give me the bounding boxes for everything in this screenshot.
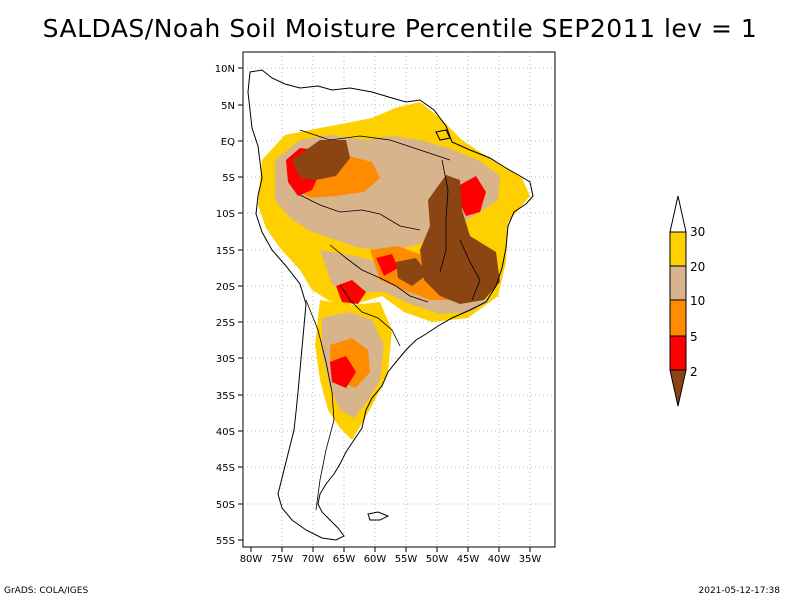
lat-label: 25S [216,318,235,329]
region-brown-1 [292,140,350,180]
region-red-2 [458,176,486,216]
lat-label: 10S [216,209,235,220]
region-red-5 [376,254,398,276]
lon-label: 55W [395,554,418,565]
lat-label: 15S [216,246,235,257]
lon-label: 70W [302,554,325,565]
lon-label: 45W [457,554,480,565]
lat-label: EQ [221,137,235,148]
lat-label: 35S [216,391,235,402]
colorbar-bin-5-10 [669,299,687,337]
lat-label: 40S [216,427,235,438]
colorbar-top-triangle [669,195,687,233]
map-title: SALDAS/Noah Soil Moisture Percentile SEP… [42,14,758,43]
colorbar-bin-20-30 [669,231,687,267]
colorbar-bin-2-5 [669,335,687,371]
colorbar-label: 10 [690,294,705,308]
lat-label: 45S [216,463,235,474]
lon-label: 35W [519,554,542,565]
lon-label: 40W [488,554,511,565]
lon-label: 50W [426,554,449,565]
lon-label: 60W [364,554,387,565]
soil-moisture-field [258,102,530,440]
footer-timestamp: 2021-05-12-17:38 [698,586,781,596]
tick-marks [238,67,531,552]
lon-label: 65W [333,554,356,565]
region-brown-3 [396,258,428,286]
footer-credit: GrADS: COLA/IGES [4,586,89,596]
region-red-4 [330,356,356,388]
lat-label: 30S [216,354,235,365]
lon-label: 80W [240,554,263,565]
falkland-islands [367,511,390,521]
lat-label: 5N [221,101,235,112]
colorbar-label: 20 [690,260,705,274]
region-red-3 [336,280,366,304]
colorbar [669,195,687,407]
colorbar-label: 30 [690,225,705,239]
marajo-island [435,129,451,141]
lat-label: 20S [216,282,235,293]
colorbar-bin-10-20 [669,265,687,301]
colorbar-label: 2 [690,365,698,379]
country-borders [299,129,481,511]
lat-label: 5S [222,173,235,184]
colorbar-bottom-triangle [669,369,687,407]
continent-outline [247,69,534,541]
colorbar-label: 5 [690,330,698,344]
lat-label: 50S [216,500,235,511]
lat-label: 55S [216,536,235,547]
lat-label: 10N [215,64,235,75]
lon-label: 75W [271,554,294,565]
